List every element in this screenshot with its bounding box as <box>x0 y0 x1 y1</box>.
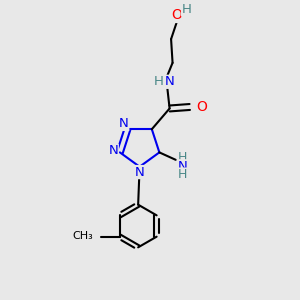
Text: N: N <box>135 166 145 178</box>
Text: H: H <box>153 75 163 88</box>
Text: CH₃: CH₃ <box>72 231 93 241</box>
Text: O: O <box>172 8 182 22</box>
Text: N: N <box>165 75 175 88</box>
Text: N: N <box>119 117 129 130</box>
Text: H: H <box>182 3 191 16</box>
Text: H: H <box>178 168 188 181</box>
Text: H: H <box>178 151 188 164</box>
Text: O: O <box>196 100 207 114</box>
Text: N: N <box>178 160 188 173</box>
Text: N: N <box>109 144 118 158</box>
